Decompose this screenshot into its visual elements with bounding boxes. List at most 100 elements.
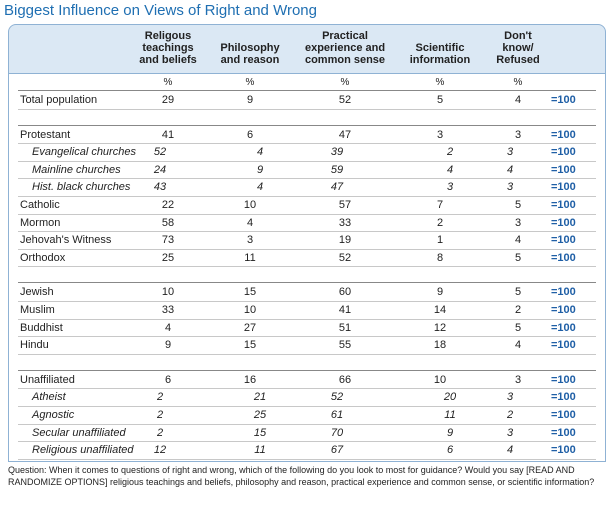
row-line (18, 266, 596, 268)
row-sum: =100 (551, 216, 576, 229)
row-line (18, 196, 596, 197)
row-line (18, 248, 596, 250)
cell: 9 (446, 426, 454, 439)
row-line (18, 108, 596, 110)
column-header: and beliefs (139, 54, 197, 66)
row-label: Agnostic (32, 409, 75, 421)
column-header: Scientific (415, 42, 465, 54)
row-sum: =100 (551, 146, 576, 159)
cell: 5 (436, 94, 444, 106)
row-line (18, 458, 596, 460)
cell: 20 (443, 391, 457, 404)
row-sum: =100 (551, 339, 576, 352)
cell: 22 (161, 199, 175, 211)
row-label: Jewish (20, 286, 54, 299)
row-line (18, 213, 596, 215)
cell: 10 (243, 304, 257, 316)
cell: 66 (338, 373, 352, 386)
cell: 2 (156, 426, 164, 439)
cell: 16 (243, 373, 257, 386)
row-line (18, 301, 596, 302)
cell: 4 (256, 146, 264, 159)
row-label: Hindu (20, 339, 49, 352)
cell: 2 (506, 409, 514, 421)
cell: 3 (446, 181, 454, 194)
row-sum: =100 (551, 181, 576, 194)
cell: 1 (436, 234, 444, 247)
title: Biggest Influence on Views of Right and … (4, 2, 317, 19)
cell: 61 (330, 409, 344, 421)
group-divider (18, 124, 596, 126)
cell: 12 (153, 444, 167, 457)
cell: 33 (161, 304, 175, 316)
cell: 41 (161, 128, 175, 141)
column-header: and reason (220, 54, 280, 66)
row-line (18, 160, 596, 162)
cell: 6 (164, 373, 172, 386)
column-header: Philosophy (220, 42, 280, 54)
row-label: Buddhist (20, 321, 63, 334)
cell: 3 (514, 216, 522, 229)
column-header: experience and (304, 42, 386, 54)
table-frame (8, 73, 606, 462)
row-sum: =100 (551, 321, 576, 334)
row-label: Catholic (20, 199, 60, 211)
unit: % (513, 77, 523, 88)
cell: 52 (338, 251, 352, 264)
cell: 60 (338, 286, 352, 299)
cell: 11 (254, 444, 266, 457)
cell: 4 (446, 163, 454, 176)
cell: 21 (253, 391, 267, 404)
cell: 73 (161, 234, 175, 247)
cell: 15 (253, 426, 267, 439)
cell: 27 (243, 321, 257, 334)
row-line (18, 441, 596, 443)
cell: 12 (433, 321, 447, 334)
cell: 3 (506, 391, 514, 404)
footnote: Question: When it comes to questions of … (8, 465, 595, 487)
cell: 14 (433, 304, 447, 316)
cell: 4 (506, 163, 514, 176)
row-sum: =100 (551, 391, 576, 404)
cell: 18 (433, 339, 447, 352)
cell: 9 (246, 94, 254, 106)
cell: 59 (330, 163, 344, 176)
cell: 10 (243, 199, 257, 211)
row-sum: =100 (551, 128, 576, 141)
cell: 52 (153, 146, 167, 159)
row-sum: =100 (551, 304, 576, 316)
cell: 2 (156, 391, 164, 404)
column-header: Practical (322, 30, 368, 42)
cell: 3 (506, 181, 514, 194)
row-label: Jehovah's Witness (20, 234, 112, 247)
cell: 2 (436, 216, 444, 229)
cell: 15 (243, 339, 257, 352)
cell: 24 (153, 163, 167, 176)
cell: 39 (330, 146, 344, 159)
cell: 52 (330, 391, 344, 404)
row-line (18, 406, 596, 407)
unit: % (163, 77, 173, 88)
row-line (18, 388, 596, 390)
cell: 6 (446, 444, 454, 457)
cell: 3 (436, 128, 444, 141)
cell: 4 (514, 94, 522, 106)
cell: 4 (514, 339, 522, 352)
cell: 2 (156, 409, 164, 421)
cell: 9 (256, 163, 264, 176)
cell: 15 (243, 286, 257, 299)
cell: 33 (338, 216, 352, 229)
header-band (8, 24, 606, 74)
cell: 55 (338, 339, 352, 352)
row-label: Protestant (20, 128, 71, 141)
cell: 4 (164, 321, 172, 334)
unit: % (435, 77, 445, 88)
group-divider (18, 90, 596, 91)
row-label: Evangelical churches (32, 146, 136, 159)
row-label: Mormon (20, 216, 61, 229)
cell: 25 (253, 409, 267, 421)
row-line (18, 318, 596, 320)
cell: 10 (433, 373, 447, 386)
cell: 58 (161, 216, 175, 229)
row-label: Total population (20, 94, 98, 106)
